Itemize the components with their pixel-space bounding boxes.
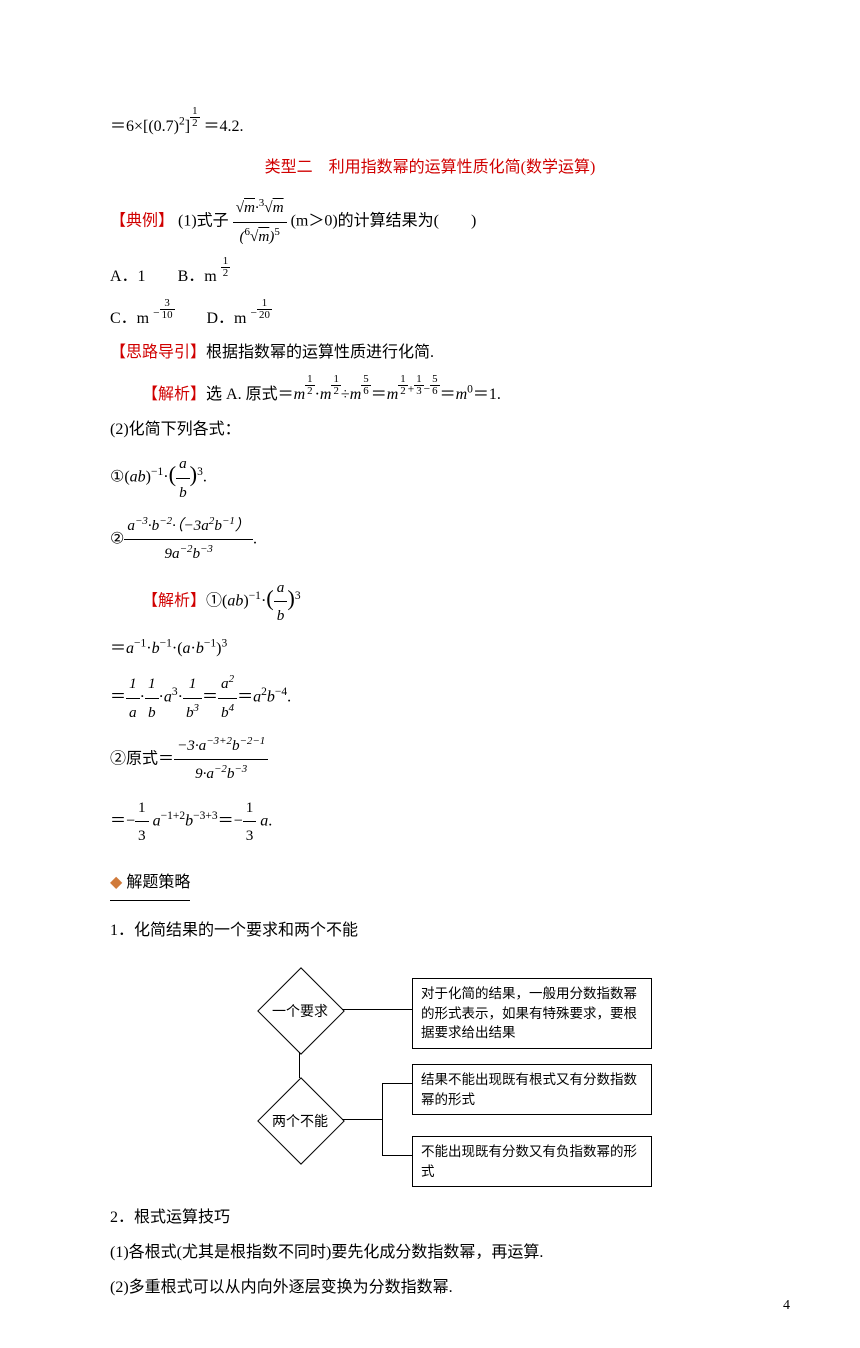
line-vert [299, 1052, 300, 1078]
choice-a: A．1 [110, 263, 146, 292]
q2-sub2: ②a−3·b−2·（−3a2b−1）9a−2b−3. [110, 512, 750, 568]
hint-line: 【思路导引】根据指数幂的运算性质进行化简. [110, 339, 750, 368]
choice-d: D．m −120 [207, 298, 272, 334]
strategy-box1: 对于化简的结果，一般用分数指数幂的形式表示，如果有特殊要求，要根据要求给出结果 [412, 978, 652, 1049]
choices-row1: A．1 B．m 12 [110, 256, 750, 292]
line-h2 [342, 1119, 382, 1120]
q2-sub1: ①(ab)−1·(ab)3. [110, 450, 750, 506]
page: ＝6×[(0.7)2]12 ＝4.2. 类型二 利用指数幂的运算性质化简(数学运… [0, 0, 860, 1348]
strategy-p2-1: (1)各根式(尤其是根指数不同时)要先化成分数指数幂，再运算. [110, 1239, 750, 1268]
q2-sol-line2: ＝a−1·b−1·(a·b−1)3 [110, 635, 750, 664]
strategy-box2: 结果不能出现既有根式又有分数指数幂的形式 [412, 1064, 652, 1115]
diamond-one-req-label: 一个要求 [255, 1000, 345, 1025]
hint-tag: 【思路导引】 [110, 344, 206, 361]
example-tag: 【典例】 [110, 213, 174, 230]
line-h2b [382, 1155, 412, 1156]
q2-solution-tag: 【解析】 [142, 592, 206, 609]
section-title: 类型二 利用指数幂的运算性质化简(数学运算) [110, 154, 750, 183]
q1-solution: 【解析】选 A. 原式＝m12·m12÷m56＝m12+13−56＝m0＝1. [110, 374, 750, 410]
top-equation: ＝6×[(0.7)2]12 ＝4.2. [110, 106, 750, 142]
diamond-two-cannot-label: 两个不能 [255, 1110, 345, 1135]
strategy-p1: 1．化简结果的一个要求和两个不能 [110, 917, 750, 946]
solution-tag: 【解析】 [142, 386, 206, 403]
choices-row2: C．m −310 D．m −120 [110, 298, 750, 334]
line-v2 [382, 1083, 383, 1156]
strategy-heading: 解题策略 [110, 869, 190, 901]
strategy-p2: 2．根式运算技巧 [110, 1204, 750, 1233]
page-number: 4 [783, 1293, 790, 1318]
choice-c: C．m −310 [110, 298, 175, 334]
q2-stem: (2)化简下列各式： [110, 416, 750, 445]
line-h1 [342, 1009, 412, 1010]
strategy-p2-2: (2)多重根式可以从内向外逐层变换为分数指数幂. [110, 1274, 750, 1303]
q2-sol-line1: 【解析】①(ab)−1·(ab)3 [110, 574, 750, 630]
q2-sol-line3: ＝1a·1b·a3·1b3＝a2b4＝a2b−4. [110, 670, 750, 726]
q2-sol2-line1: ②原式＝−3·a−3+2b−2−19·a−2b−3 [110, 732, 750, 788]
choice-b: B．m 12 [178, 256, 231, 292]
q1-fraction: √m·3√m (6√m)5 [233, 194, 287, 250]
q2-sol2-line2: ＝−13 a−1+2b−3+3＝−13 a. [110, 794, 750, 850]
example-q1: 【典例】 (1)式子 √m·3√m (6√m)5 (m＞0)的计算结果为( ) [110, 194, 750, 250]
strategy-box3: 不能出现既有分数又有负指数幂的形式 [412, 1136, 652, 1187]
strategy-diagram: 一个要求 两个不能 对于化简的结果，一般用分数指数幂的形式表示，如果有特殊要求，… [250, 960, 690, 1190]
line-h2a [382, 1083, 412, 1084]
